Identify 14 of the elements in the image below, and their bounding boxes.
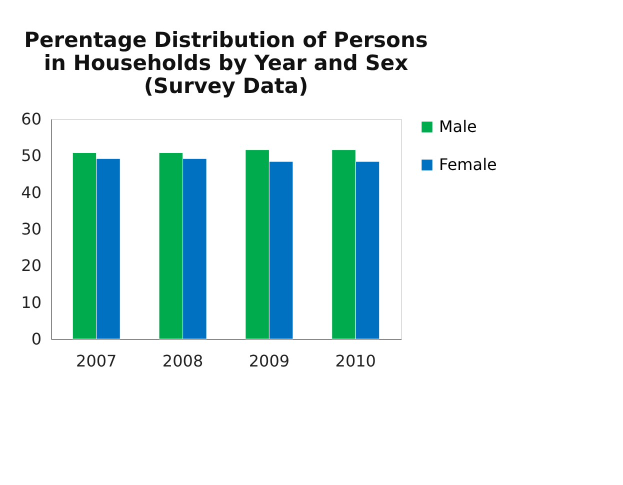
x-tick-label: 2007 bbox=[76, 352, 117, 370]
legend-label: Female bbox=[439, 155, 497, 174]
y-tick-label: 10 bbox=[21, 292, 42, 312]
x-tick-label: 2010 bbox=[335, 352, 376, 370]
x-tick-label: 2008 bbox=[162, 352, 204, 370]
chart-title: Perentage Distribution of Persons in Households by Year and Sex (Survey Data) bbox=[24, 28, 428, 98]
y-tick-label: 30 bbox=[21, 220, 42, 238]
x-tick-label: 2009 bbox=[248, 352, 290, 370]
y-tick-label: 40 bbox=[21, 182, 42, 202]
y-tick-label: 50 bbox=[21, 146, 42, 166]
legend-label: Male bbox=[439, 117, 477, 136]
y-tick-label: 20 bbox=[21, 256, 42, 276]
y-tick-label: 60 bbox=[21, 110, 42, 128]
y-tick-label: 0 bbox=[31, 330, 42, 348]
